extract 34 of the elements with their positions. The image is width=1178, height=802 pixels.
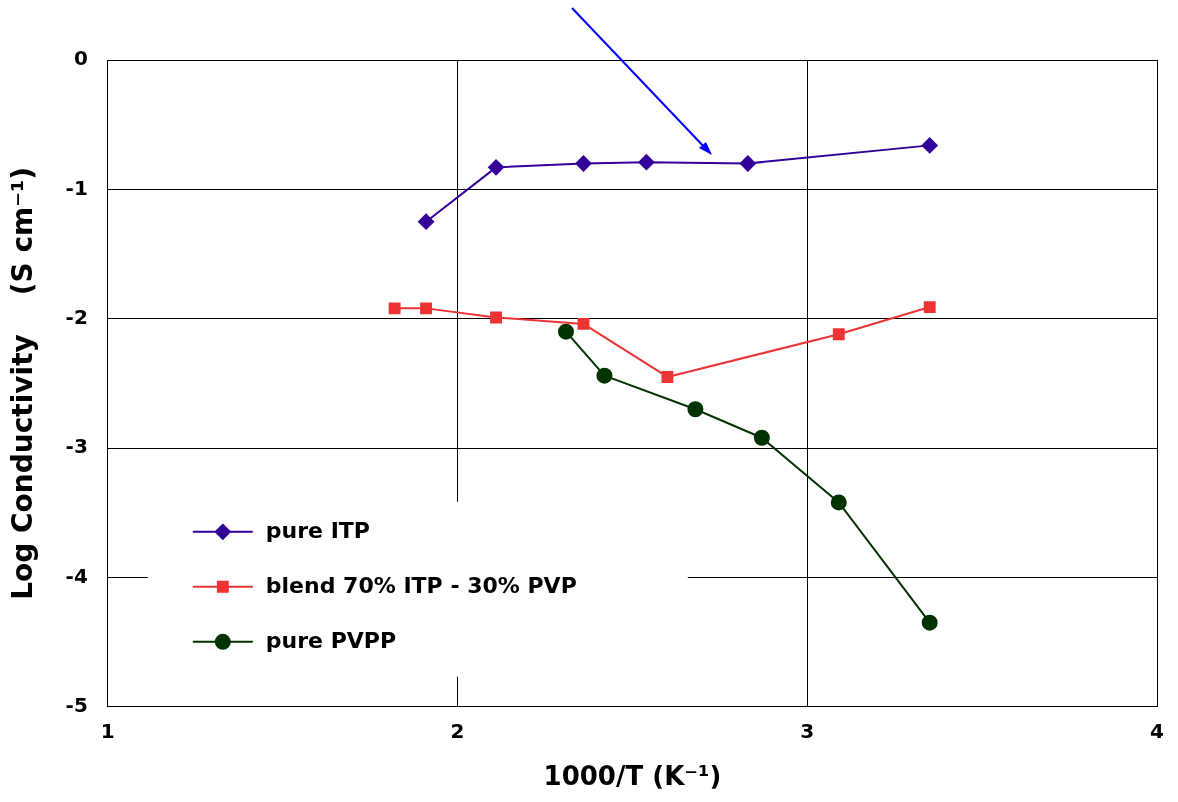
point — [921, 614, 938, 631]
legend-label: blend 70% ITP - 30% PVP — [265, 572, 577, 598]
x-tick-label: 3 — [800, 719, 815, 743]
point — [490, 311, 502, 324]
point — [596, 367, 613, 384]
legend-label: pure PVPP — [265, 627, 397, 653]
point — [488, 159, 505, 176]
point — [753, 429, 770, 446]
x-tick-label: 4 — [1150, 719, 1164, 743]
point — [575, 155, 592, 172]
legend-label: pure ITP — [265, 517, 370, 543]
x-axis-title: 1000/T (K⁻¹) — [543, 761, 722, 792]
point — [418, 213, 435, 230]
point — [661, 370, 674, 383]
y-tick-label: -5 — [65, 693, 88, 717]
y-tick-label: -2 — [65, 304, 88, 329]
point — [420, 302, 433, 315]
y-tick-label: 0 — [73, 46, 88, 71]
point — [577, 317, 590, 330]
y-axis-title: Log Conductivity (S cm⁻¹) — [6, 166, 40, 600]
y-tick-label: -1 — [65, 175, 88, 200]
point — [921, 137, 938, 154]
point — [739, 155, 756, 172]
x-tick-label: 2 — [450, 719, 465, 743]
point — [638, 154, 655, 171]
point — [557, 323, 574, 340]
point — [832, 328, 845, 341]
point — [388, 302, 401, 315]
point — [830, 494, 847, 511]
y-tick-label: -4 — [65, 563, 88, 588]
y-tick-label: -3 — [65, 434, 88, 459]
x-tick-label: 1 — [100, 719, 115, 743]
point — [923, 301, 936, 314]
point — [687, 401, 704, 418]
